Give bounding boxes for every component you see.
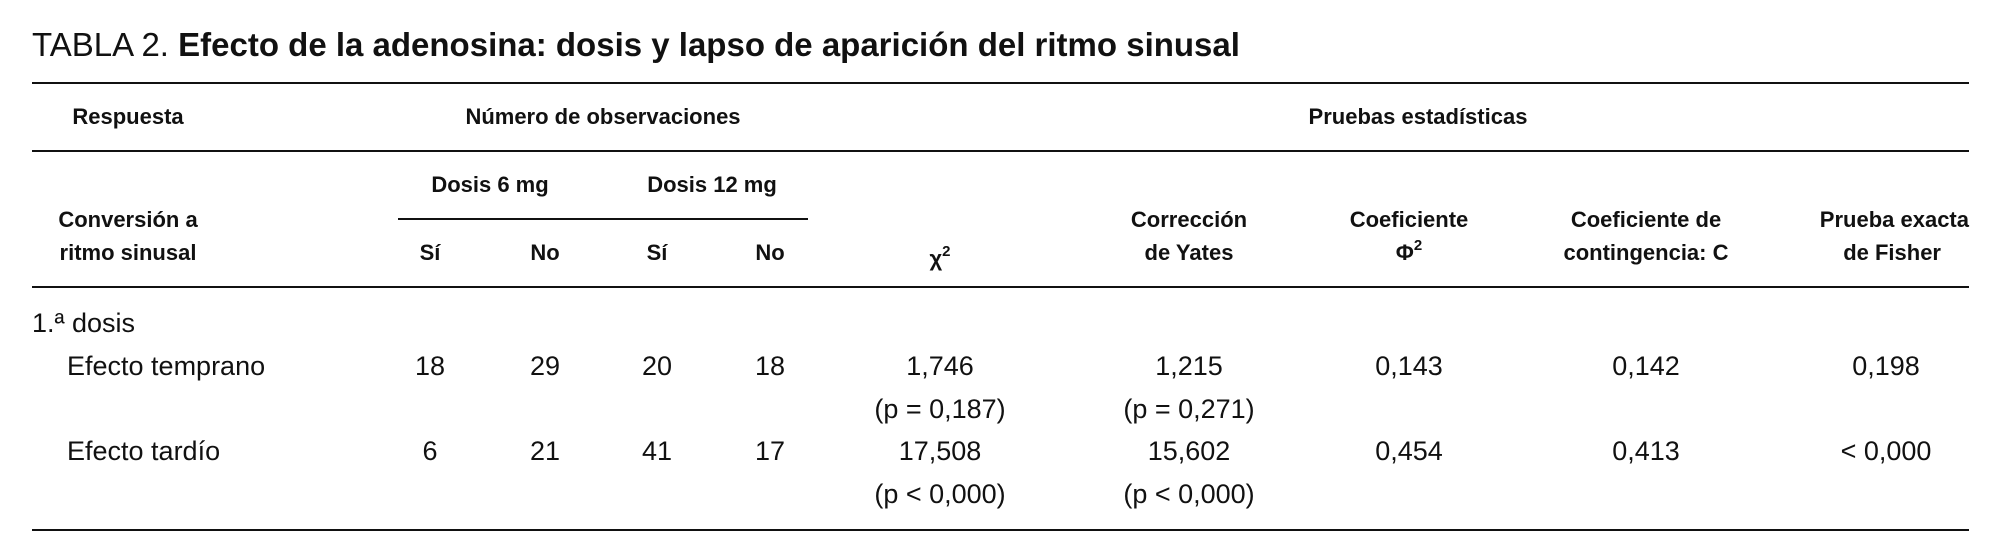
title-text: Efecto de la adenosina: dosis y lapso de… <box>178 26 1240 63</box>
header-cell: Coeficiente de <box>1571 207 1721 232</box>
row-label: Efecto tardío <box>67 436 220 466</box>
group-label: 1.ª dosis <box>32 308 135 338</box>
header-cell: de Fisher <box>1843 240 1941 265</box>
cell: 0,454 <box>1375 436 1443 466</box>
header-cell: Dosis 12 mg <box>647 172 777 197</box>
header-cell: Conversión a <box>58 207 198 232</box>
cell: 1,746 <box>906 351 974 381</box>
cell: (p = 0,187) <box>874 394 1005 424</box>
header-cell: Sí <box>647 240 669 265</box>
header-cell: Pruebas estadísticas <box>1309 104 1528 129</box>
title-label: TABLA 2. <box>32 26 169 63</box>
cell: < 0,000 <box>1841 436 1932 466</box>
phi-header: Φ2 <box>1396 237 1422 265</box>
cell: 29 <box>530 351 560 381</box>
row-label: Efecto temprano <box>67 351 265 381</box>
phi-header-symbol: Φ <box>1396 240 1414 265</box>
cell: 41 <box>642 436 672 466</box>
chi-header-sup: 2 <box>942 243 950 260</box>
cell: 0,143 <box>1375 351 1443 381</box>
cell: 15,602 <box>1148 436 1231 466</box>
cell: 21 <box>530 436 560 466</box>
cell: (p = 0,271) <box>1123 394 1254 424</box>
cell: (p < 0,000) <box>874 479 1005 509</box>
header-cell: contingencia: C <box>1563 240 1728 265</box>
header-cell: Corrección <box>1131 207 1247 232</box>
cell: 18 <box>415 351 445 381</box>
cell: 18 <box>755 351 785 381</box>
header-cell: ritmo sinusal <box>60 240 197 265</box>
cell: 17,508 <box>899 436 982 466</box>
header-cell: Sí <box>420 240 442 265</box>
cell: 0,142 <box>1612 351 1680 381</box>
cell: 0,413 <box>1612 436 1680 466</box>
header-cell: Coeficiente <box>1350 207 1469 232</box>
cell: 0,198 <box>1852 351 1920 381</box>
header-cell: No <box>755 240 784 265</box>
header-cell: No <box>530 240 559 265</box>
cell: 20 <box>642 351 672 381</box>
cell: (p < 0,000) <box>1123 479 1254 509</box>
cell: 17 <box>755 436 785 466</box>
title: TABLA 2. Efecto de la adenosina: dosis y… <box>32 26 1240 63</box>
cell: 6 <box>422 436 437 466</box>
header-cell: Número de observaciones <box>465 104 740 129</box>
header-cell: de Yates <box>1145 240 1234 265</box>
header-cell: Prueba exacta <box>1820 207 1970 232</box>
chi-header-symbol: χ <box>929 246 942 271</box>
header-cell: Respuesta <box>72 104 184 129</box>
phi-header-sup: 2 <box>1414 237 1422 254</box>
chi-header: χ2 <box>929 243 950 271</box>
header-cell: Dosis 6 mg <box>431 172 548 197</box>
cell: 1,215 <box>1155 351 1223 381</box>
